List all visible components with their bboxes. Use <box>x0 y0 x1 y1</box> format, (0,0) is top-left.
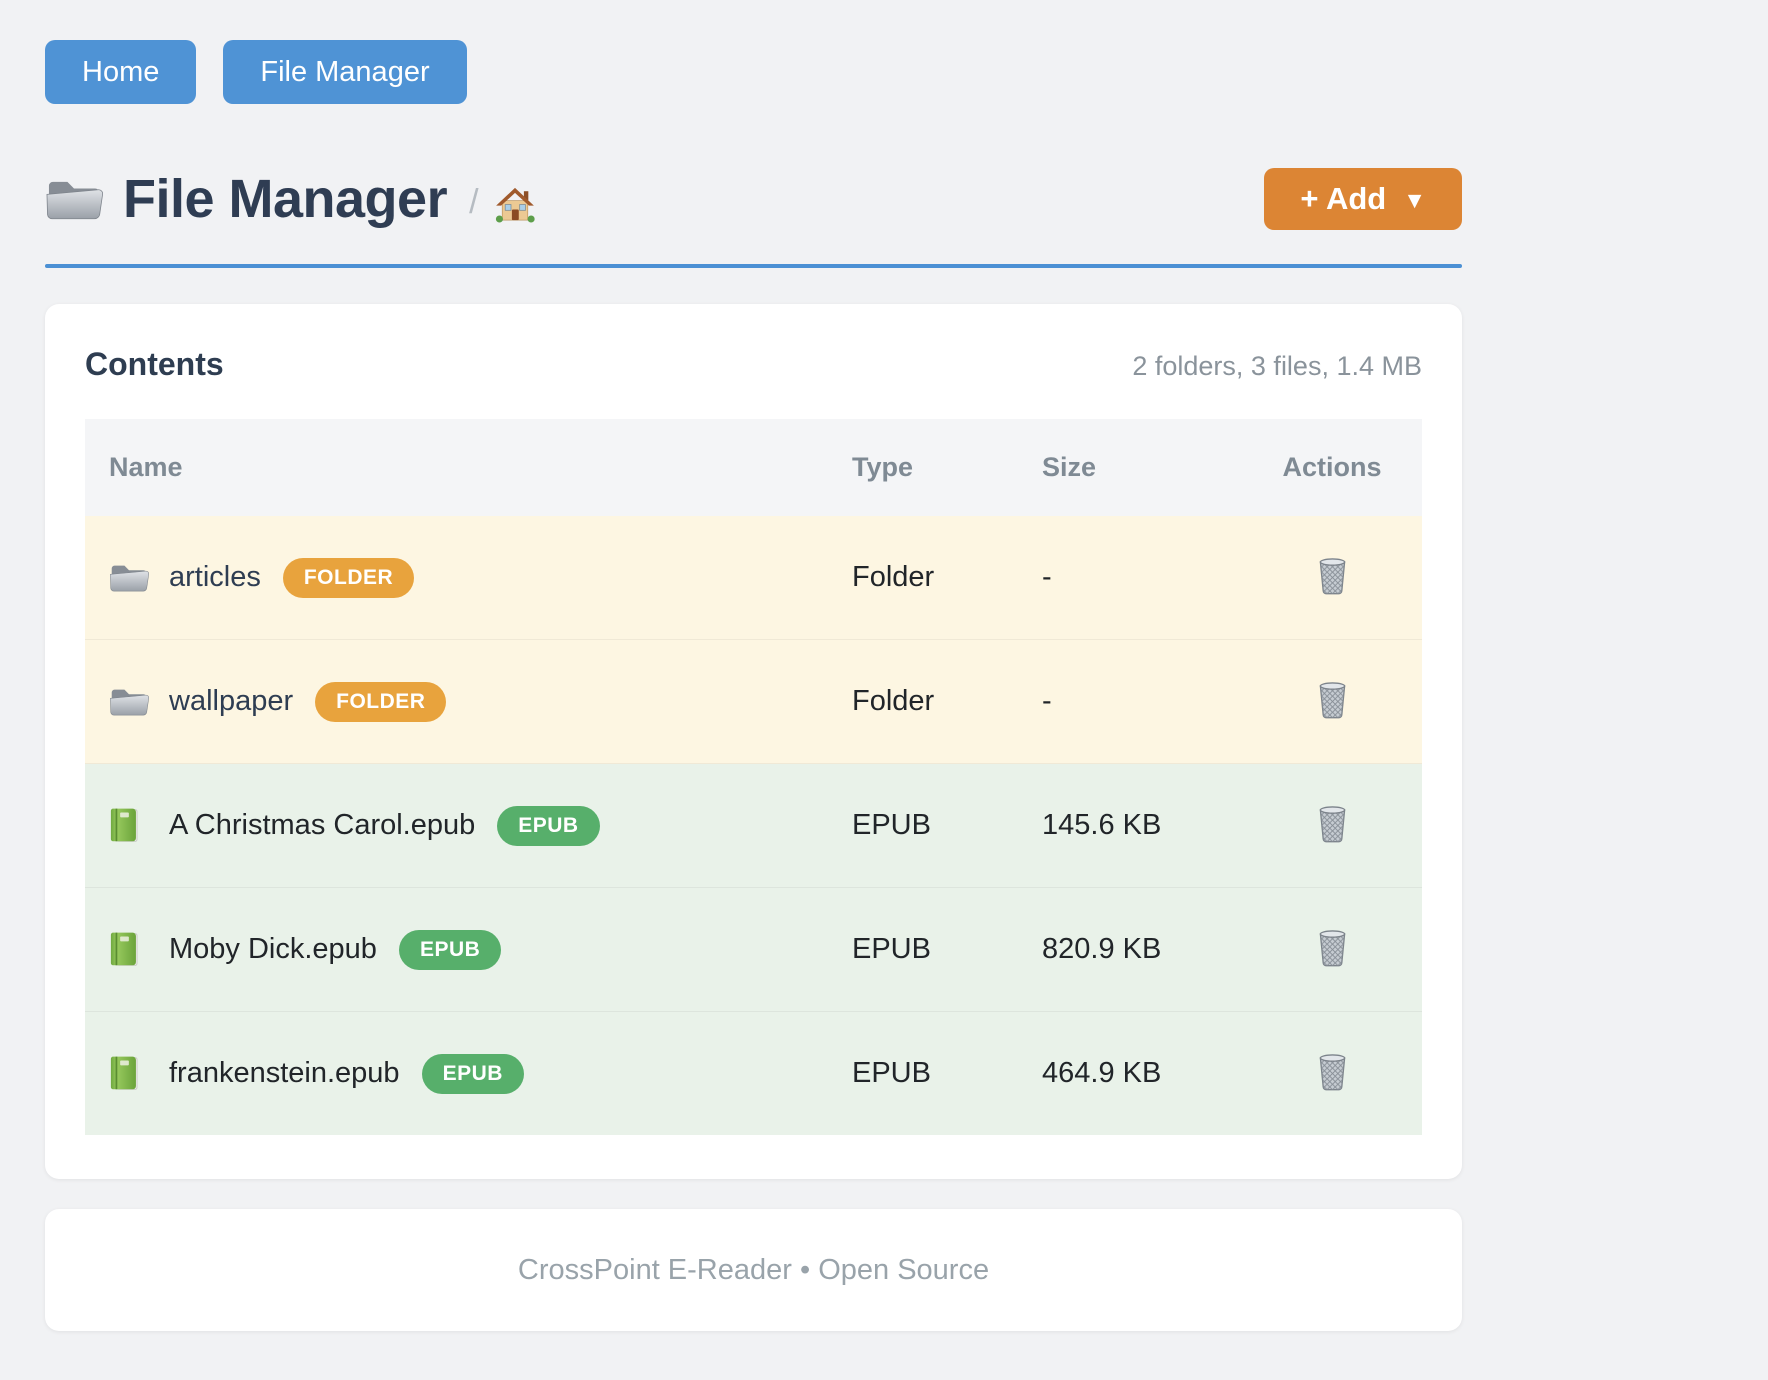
contents-card-header: Contents 2 folders, 3 files, 1.4 MB <box>85 346 1422 383</box>
item-name-link[interactable]: Moby Dick.epub <box>169 933 377 966</box>
item-name-link[interactable]: A Christmas Carol.epub <box>169 809 475 842</box>
folder-icon <box>109 685 153 718</box>
contents-card: Contents 2 folders, 3 files, 1.4 MB Name… <box>45 304 1462 1179</box>
size-cell: - <box>1042 516 1242 640</box>
size-cell: 464.9 KB <box>1042 1012 1242 1136</box>
title-wrap: File Manager / <box>45 168 535 230</box>
book-icon <box>109 931 153 968</box>
actions-column-header: Actions <box>1242 419 1422 516</box>
breadcrumb-home-link[interactable] <box>495 185 535 223</box>
size-cell: - <box>1042 640 1242 764</box>
table-row: Moby Dick.epub EPUB EPUB 820.9 KB <box>85 888 1422 1012</box>
trash-icon <box>1316 1052 1349 1091</box>
trash-icon <box>1316 556 1349 595</box>
type-cell: EPUB <box>852 888 1042 1012</box>
delete-button[interactable] <box>1312 924 1353 971</box>
trash-icon <box>1316 680 1349 719</box>
file-manager-button[interactable]: File Manager <box>223 40 466 104</box>
folder-icon <box>45 175 103 223</box>
folder-icon <box>109 561 153 594</box>
name-column-header: Name <box>85 419 852 516</box>
type-badge: EPUB <box>422 1054 524 1094</box>
type-badge: EPUB <box>497 806 599 846</box>
add-button-label: + Add <box>1300 181 1386 217</box>
type-badge: FOLDER <box>283 558 414 598</box>
table-row: wallpaper FOLDER Folder - <box>85 640 1422 764</box>
top-nav: Home File Manager <box>45 40 1462 104</box>
type-badge: EPUB <box>399 930 501 970</box>
contents-heading: Contents <box>85 346 224 383</box>
table-header-row: Name Type Size Actions <box>85 419 1422 516</box>
book-icon <box>109 1055 153 1092</box>
page-title: File Manager <box>123 168 447 230</box>
type-column-header: Type <box>852 419 1042 516</box>
file-table: Name Type Size Actions articles FOLDER F… <box>85 419 1422 1135</box>
table-row: articles FOLDER Folder - <box>85 516 1422 640</box>
delete-button[interactable] <box>1312 676 1353 723</box>
page-container: Home File Manager File Manager / + Add ▼… <box>45 0 1462 1331</box>
home-icon <box>495 185 535 223</box>
type-cell: EPUB <box>852 764 1042 888</box>
type-badge: FOLDER <box>315 682 446 722</box>
home-button[interactable]: Home <box>45 40 196 104</box>
type-cell: Folder <box>852 640 1042 764</box>
add-button[interactable]: + Add ▼ <box>1264 168 1462 230</box>
page-header: File Manager / + Add ▼ <box>45 168 1462 230</box>
book-icon <box>109 807 153 844</box>
item-name-link[interactable]: wallpaper <box>169 685 293 718</box>
trash-icon <box>1316 928 1349 967</box>
table-row: A Christmas Carol.epub EPUB EPUB 145.6 K… <box>85 764 1422 888</box>
size-cell: 820.9 KB <box>1042 888 1242 1012</box>
size-column-header: Size <box>1042 419 1242 516</box>
header-divider <box>45 264 1462 268</box>
delete-button[interactable] <box>1312 552 1353 599</box>
size-cell: 145.6 KB <box>1042 764 1242 888</box>
footer-text: CrossPoint E-Reader • Open Source <box>518 1254 989 1287</box>
caret-down-icon: ▼ <box>1403 184 1426 214</box>
item-name-link[interactable]: frankenstein.epub <box>169 1057 400 1090</box>
table-row: frankenstein.epub EPUB EPUB 464.9 KB <box>85 1012 1422 1136</box>
contents-summary: 2 folders, 3 files, 1.4 MB <box>1132 351 1422 382</box>
trash-icon <box>1316 804 1349 843</box>
footer: CrossPoint E-Reader • Open Source <box>45 1209 1462 1331</box>
type-cell: EPUB <box>852 1012 1042 1136</box>
type-cell: Folder <box>852 516 1042 640</box>
item-name-link[interactable]: articles <box>169 561 261 594</box>
delete-button[interactable] <box>1312 1048 1353 1095</box>
breadcrumb-separator: / <box>469 183 478 222</box>
delete-button[interactable] <box>1312 800 1353 847</box>
